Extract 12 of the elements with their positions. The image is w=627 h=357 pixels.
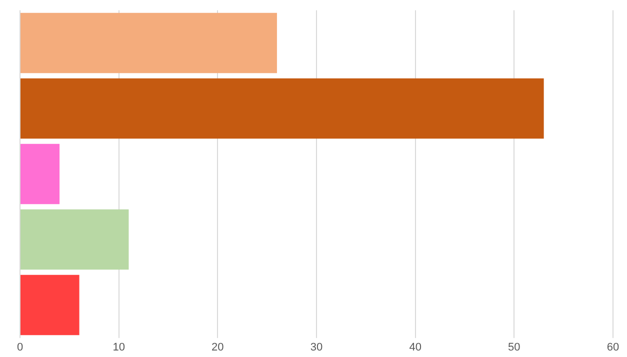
bar xyxy=(20,209,129,270)
x-tick-label: 60 xyxy=(606,341,620,354)
bar xyxy=(20,78,544,139)
x-tick-label: 50 xyxy=(508,341,520,354)
x-tick-label: 10 xyxy=(112,341,125,354)
bar xyxy=(20,144,60,204)
bar xyxy=(20,12,277,74)
x-tick-label: 40 xyxy=(409,341,422,354)
bar xyxy=(20,274,80,336)
x-tick-label: 0 xyxy=(16,341,24,354)
x-tick-label: 20 xyxy=(212,341,224,354)
x-tick-label: 30 xyxy=(310,341,323,354)
